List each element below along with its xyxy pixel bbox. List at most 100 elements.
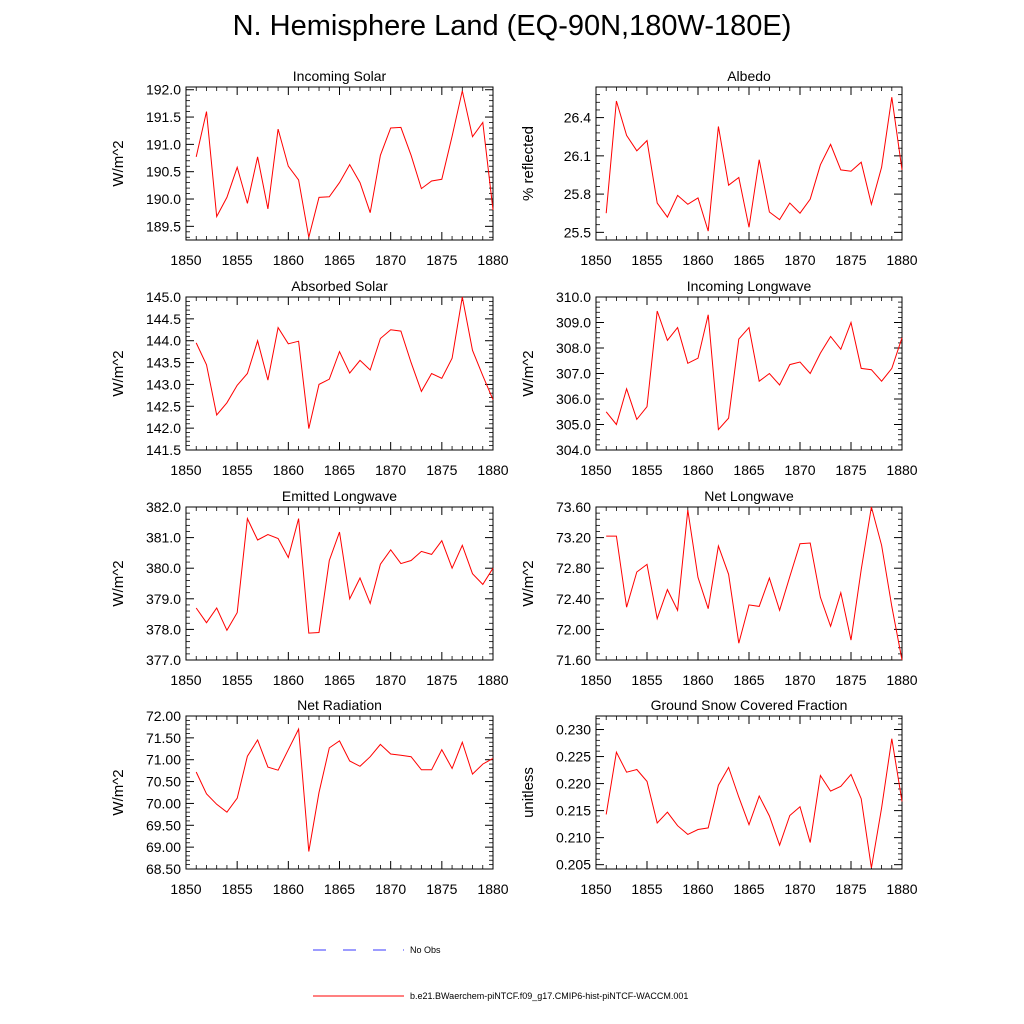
- y-tick-label: 72.00: [146, 708, 181, 724]
- y-tick-label: 68.50: [146, 861, 181, 877]
- y-tick-label: 70.50: [146, 774, 181, 790]
- y-tick-label: 143.0: [146, 376, 181, 392]
- x-tick-label: 1855: [631, 672, 662, 688]
- x-tick-label: 1865: [324, 881, 355, 897]
- chart-absorbed-solar: Absorbed Solar W/m^2 1850 1855 1860 1865 1870 1…: [110, 278, 509, 478]
- y-tick-label: 310.0: [556, 289, 591, 305]
- chart-incoming-longwave: Incoming Longwave W/m^2 1850 1855 1860 1865 18…: [520, 278, 918, 478]
- chart-incoming-solar: Incoming Solar W/m^2 1850 1855 1860 1865 1870 1…: [110, 68, 509, 268]
- series-line: [605, 738, 903, 868]
- x-tick-label: 1860: [273, 672, 304, 688]
- y-tick-label: 144.5: [146, 311, 181, 327]
- y-tick-label: 69.50: [146, 817, 181, 833]
- y-axis-label: W/m^2: [110, 560, 127, 606]
- chart-albedo: Albedo % reflected 1850 1855 1860 1865 1870 187…: [520, 68, 918, 268]
- plot-frame: [185, 715, 494, 870]
- x-tick-label: 1860: [682, 672, 713, 688]
- legend: No Obs b.e21.BWaerchem-piNTCF.f09_g17.CMI…: [313, 945, 688, 1001]
- y-tick-label: 377.0: [146, 652, 181, 668]
- series-line: [195, 727, 494, 852]
- x-tick-label: 1875: [835, 881, 866, 897]
- page-title: N. Hemisphere Land (EQ-90N,180W-180E): [232, 10, 792, 42]
- legend-no-obs-label: No Obs: [410, 945, 441, 955]
- series-line: [605, 310, 903, 431]
- y-tick-label: 141.5: [146, 442, 181, 458]
- series-line: [606, 506, 903, 661]
- plot-frame: [185, 86, 494, 241]
- y-axis-label: unitless: [520, 767, 537, 818]
- y-tick-label: 25.5: [564, 224, 591, 240]
- series-line: [605, 97, 903, 232]
- x-tick-label: 1855: [222, 462, 253, 478]
- x-tick-label: 1850: [580, 462, 611, 478]
- x-tick-label: 1870: [784, 462, 815, 478]
- plot-frame: [185, 506, 494, 661]
- y-tick-label: 72.00: [556, 621, 591, 637]
- chart-title: Incoming Solar: [293, 68, 387, 84]
- x-tick-label: 1865: [324, 252, 355, 268]
- x-tick-label: 1865: [733, 462, 764, 478]
- y-tick-label: 144.0: [146, 333, 181, 349]
- y-tick-label: 70.00: [146, 795, 181, 811]
- x-tick-label: 1865: [324, 462, 355, 478]
- x-tick-label: 1850: [170, 462, 201, 478]
- y-tick-label: 307.0: [556, 366, 591, 382]
- x-tick-label: 1870: [375, 881, 406, 897]
- x-tick-label: 1875: [835, 672, 866, 688]
- x-tick-label: 1870: [784, 881, 815, 897]
- x-tick-label: 1880: [477, 672, 508, 688]
- x-tick-label: 1860: [682, 881, 713, 897]
- chart-title: Albedo: [727, 68, 771, 84]
- plot-frame: [185, 296, 494, 451]
- y-tick-label: 0.230: [556, 722, 591, 738]
- x-tick-label: 1870: [375, 462, 406, 478]
- y-tick-label: 0.225: [556, 749, 591, 765]
- x-tick-label: 1880: [477, 252, 508, 268]
- x-tick-label: 1865: [733, 881, 764, 897]
- plot-frame: [595, 296, 903, 451]
- y-tick-label: 142.5: [146, 398, 181, 414]
- legend-model-label: b.e21.BWaerchem-piNTCF.f09_g17.CMIP6-his…: [410, 991, 688, 1001]
- x-tick-label: 1870: [784, 252, 815, 268]
- x-tick-label: 1855: [631, 462, 662, 478]
- y-tick-label: 145.0: [146, 289, 181, 305]
- y-tick-label: 304.0: [556, 442, 591, 458]
- y-tick-label: 381.0: [146, 530, 181, 546]
- x-tick-label: 1850: [170, 881, 201, 897]
- plot-frame: [595, 506, 903, 661]
- y-tick-label: 143.5: [146, 355, 181, 371]
- y-tick-label: 382.0: [146, 499, 181, 515]
- x-tick-label: 1865: [324, 672, 355, 688]
- chart-net-longwave: Net Longwave W/m^2 1850 1855 1860 1865 1870 187…: [520, 488, 918, 688]
- x-tick-label: 1860: [273, 462, 304, 478]
- chart-title: Absorbed Solar: [291, 278, 388, 294]
- y-tick-label: 306.0: [556, 391, 591, 407]
- x-tick-label: 1875: [835, 462, 866, 478]
- y-tick-label: 309.0: [556, 315, 591, 331]
- x-tick-label: 1875: [426, 252, 457, 268]
- x-tick-label: 1850: [580, 252, 611, 268]
- x-tick-label: 1860: [682, 252, 713, 268]
- x-tick-label: 1855: [631, 252, 662, 268]
- y-tick-label: 305.0: [556, 417, 591, 433]
- x-tick-label: 1855: [222, 252, 253, 268]
- y-tick-label: 142.0: [146, 420, 181, 436]
- x-tick-label: 1875: [426, 881, 457, 897]
- x-tick-label: 1860: [682, 462, 713, 478]
- y-tick-label: 378.0: [146, 621, 181, 637]
- y-tick-label: 189.5: [146, 218, 181, 234]
- chart-emitted-longwave: Emitted Longwave W/m^2 1850 1855 1860 1865 187…: [110, 488, 509, 688]
- y-tick-label: 72.80: [556, 560, 591, 576]
- plot-frame: [595, 715, 903, 870]
- y-tick-label: 308.0: [556, 340, 591, 356]
- chart-ground-snow-covered-fraction: Ground Snow Covered Fraction unitless 1850…: [520, 697, 918, 897]
- y-axis-label: W/m^2: [520, 350, 537, 396]
- y-tick-label: 25.8: [564, 186, 591, 202]
- x-tick-label: 1880: [886, 252, 917, 268]
- y-tick-label: 0.215: [556, 803, 591, 819]
- y-tick-label: 191.5: [146, 109, 181, 125]
- x-tick-label: 1880: [477, 462, 508, 478]
- x-tick-label: 1855: [222, 672, 253, 688]
- chart-title: Ground Snow Covered Fraction: [651, 697, 848, 713]
